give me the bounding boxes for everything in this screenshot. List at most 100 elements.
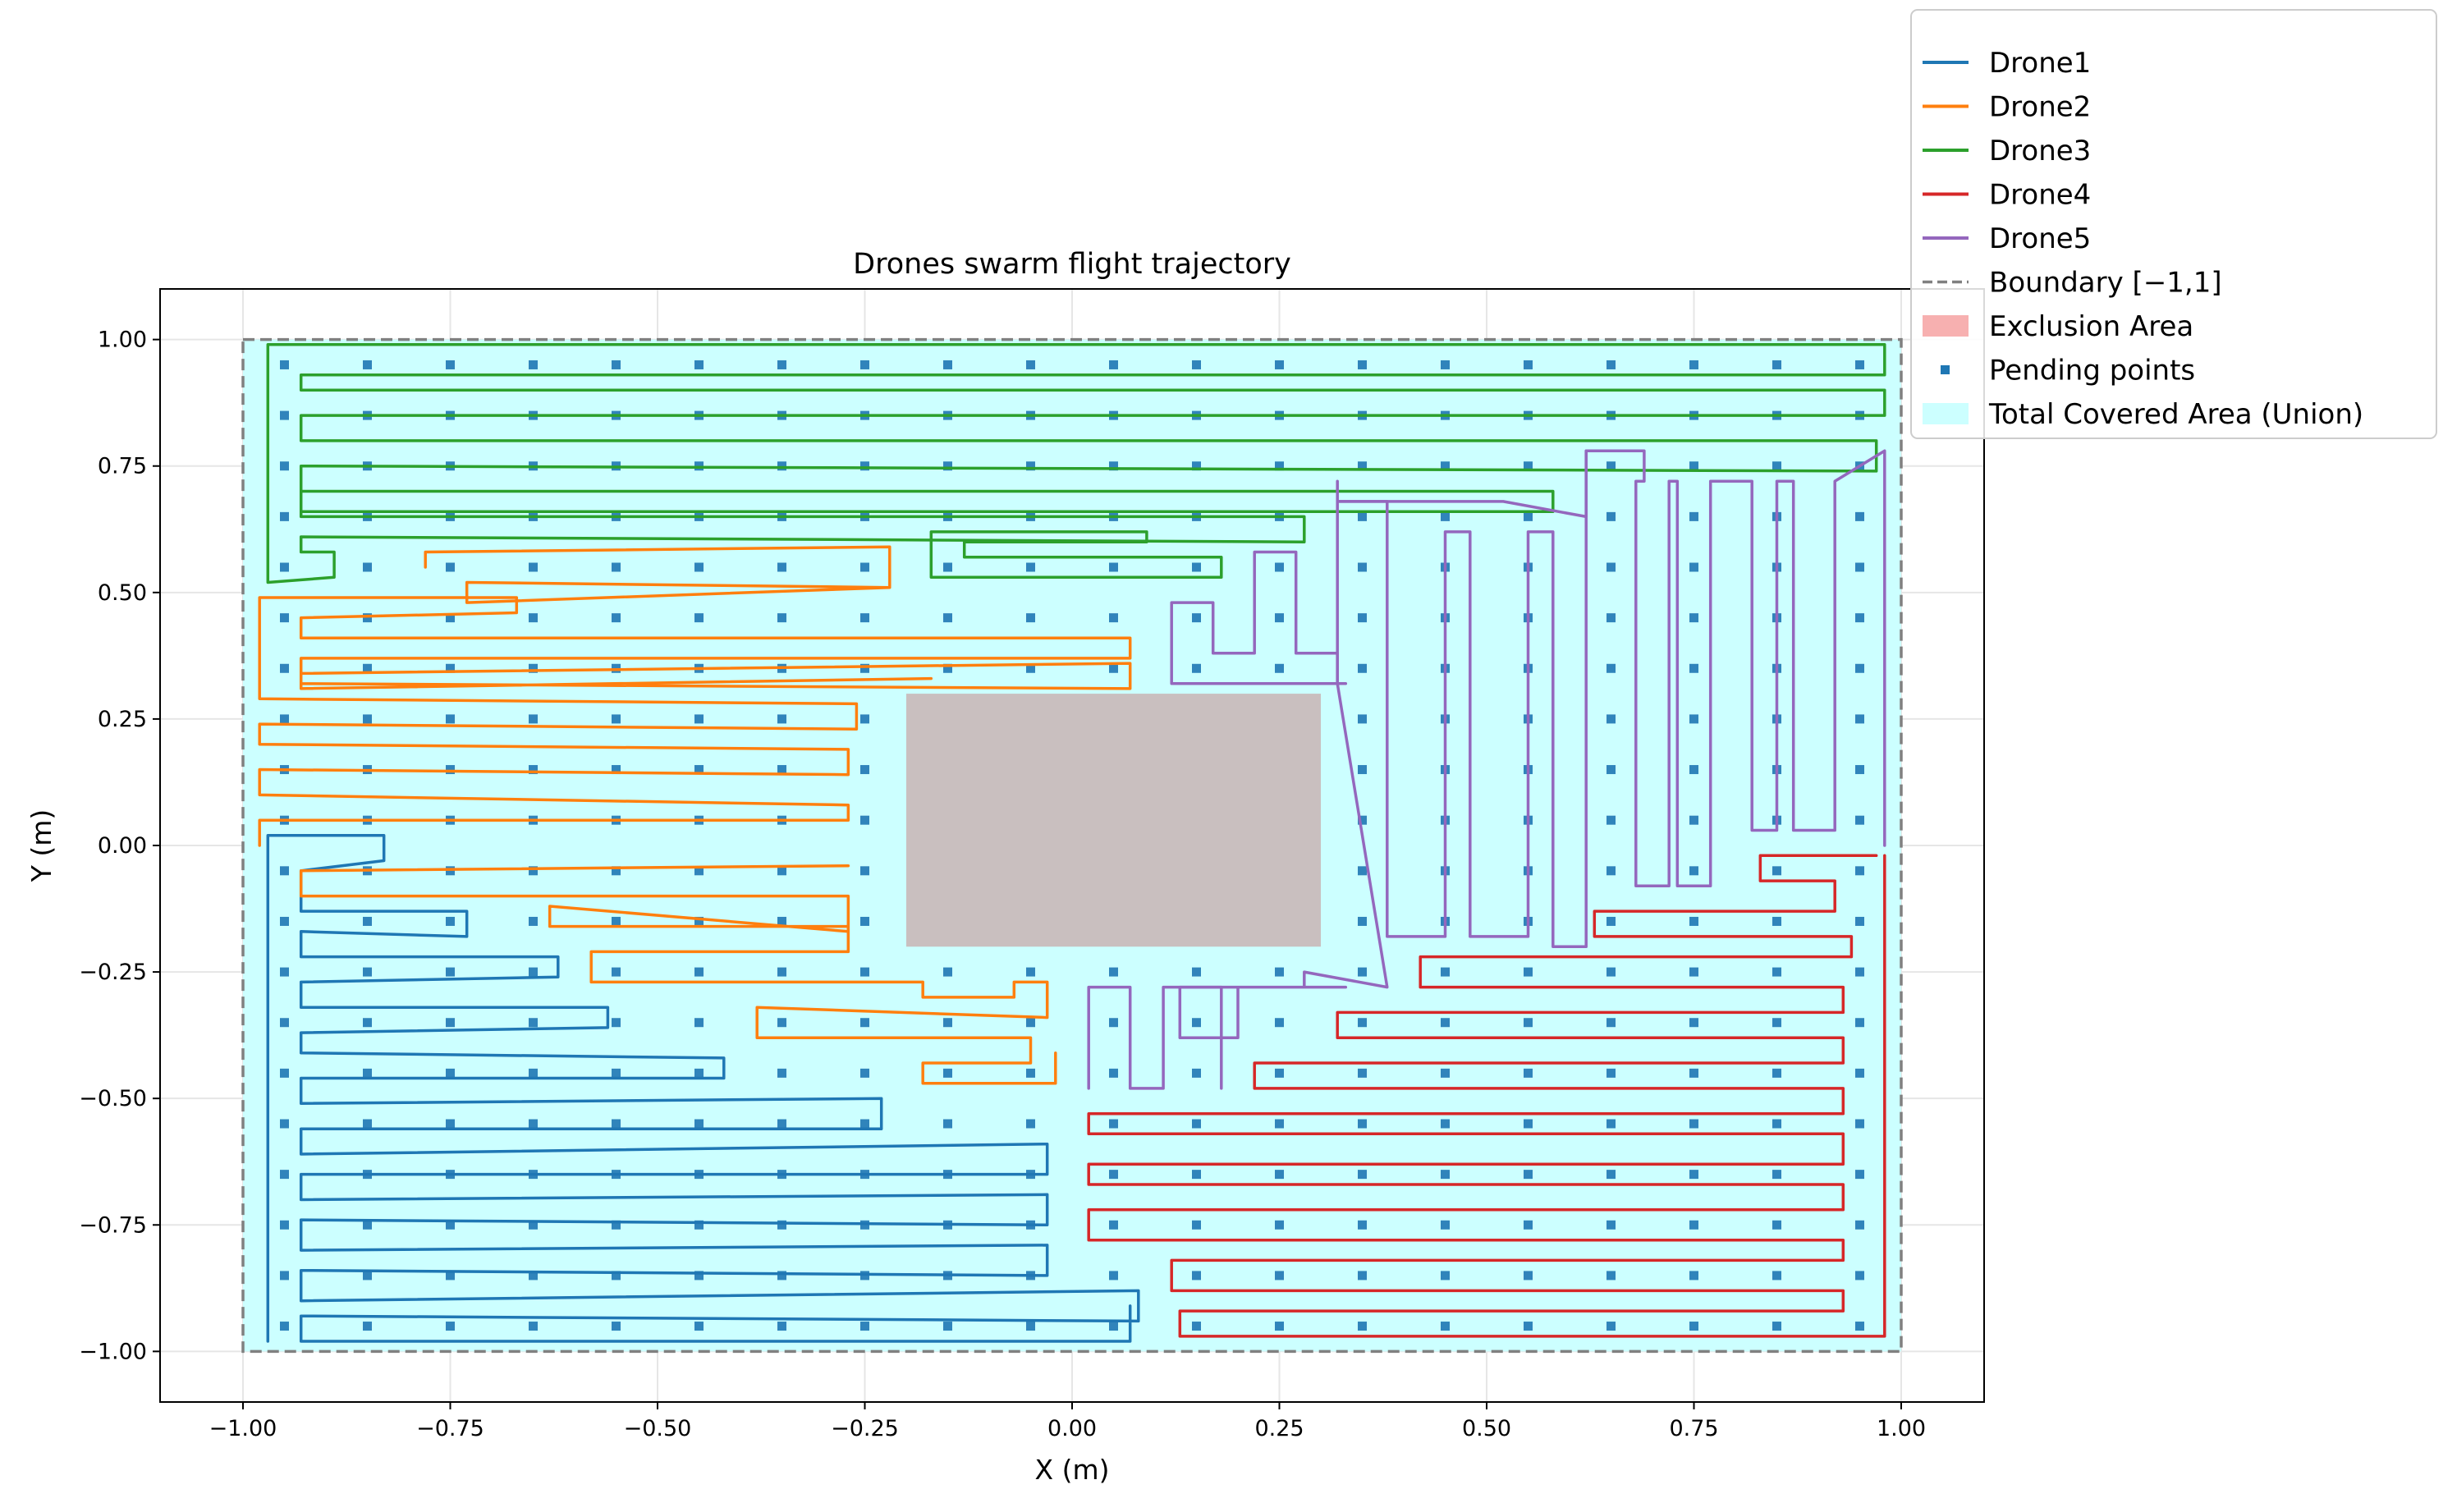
legend-box <box>1910 9 2437 439</box>
legend-label: Boundary [−1,1] <box>1989 267 2222 300</box>
pending-point <box>1026 1322 1035 1331</box>
pending-point <box>363 1119 372 1129</box>
pending-point <box>1358 967 1367 977</box>
pending-point <box>1607 1018 1616 1028</box>
pending-point <box>1772 1170 1781 1180</box>
trajectory-drone5 <box>1087 985 1223 1090</box>
pending-point <box>1026 360 1035 369</box>
pending-point <box>1275 1119 1284 1129</box>
pending-point <box>1607 1068 1616 1078</box>
pending-point <box>363 916 372 926</box>
y-tick-label: −0.50 <box>79 1086 147 1111</box>
pending-point <box>1855 866 1864 876</box>
pending-point <box>1855 562 1864 572</box>
pending-point <box>1607 663 1616 673</box>
y-axis: −1.00 −0.75 −0.50 −0.25 0.00 0.25 0.50 0.75 1.00 <box>79 328 160 1364</box>
y-tick-label: 0.75 <box>98 454 147 479</box>
pending-point <box>529 916 538 926</box>
pending-point <box>1275 461 1284 471</box>
y-tick-label: 0.25 <box>98 707 147 732</box>
pending-point <box>1275 1170 1284 1180</box>
pending-point <box>280 613 289 623</box>
pending-point <box>777 1322 786 1331</box>
pending-point <box>777 714 786 724</box>
pending-point <box>1109 1220 1118 1230</box>
x-tick-label: 1.00 <box>1877 1416 1926 1441</box>
pending-point <box>1607 765 1616 775</box>
pending-point <box>1275 613 1284 623</box>
pending-point <box>1441 360 1450 369</box>
pending-point <box>777 916 786 926</box>
legend-item: Drone5 <box>1923 222 2091 255</box>
pending-point <box>1772 1018 1781 1028</box>
pending-point <box>1607 967 1616 977</box>
trajectory-drone4 <box>1087 854 1886 1338</box>
pending-point <box>363 360 372 369</box>
pending-point <box>1026 1119 1035 1129</box>
pending-point <box>612 360 621 369</box>
pending-point <box>1192 967 1201 977</box>
y-tick-label: −0.25 <box>79 960 147 985</box>
pending-point <box>860 562 869 572</box>
pending-point <box>1689 360 1698 369</box>
legend-label: Drone2 <box>1989 91 2091 124</box>
legend-item: Total Covered Area (Union) <box>1923 398 2363 431</box>
chart-title: Drones swarm flight trajectory <box>853 248 1291 281</box>
pending-point <box>280 866 289 876</box>
pending-point <box>1689 916 1698 926</box>
pending-point <box>1275 1322 1284 1331</box>
pending-point <box>1855 1018 1864 1028</box>
pending-point <box>860 714 869 724</box>
pending-point <box>446 663 455 673</box>
pending-point <box>860 360 869 369</box>
pending-point <box>1441 511 1450 521</box>
pending-point <box>280 360 289 369</box>
pending-point <box>943 1119 952 1129</box>
pending-point <box>1109 360 1118 369</box>
pending-point <box>446 562 455 572</box>
legend-label: Drone1 <box>1989 47 2091 80</box>
pending-point <box>1109 1322 1118 1331</box>
pending-point <box>1026 663 1035 673</box>
pending-point <box>612 613 621 623</box>
pending-point <box>694 967 704 977</box>
pending-point <box>1772 1068 1781 1078</box>
pending-point <box>1689 714 1698 724</box>
pending-point <box>363 562 372 572</box>
pending-point <box>280 967 289 977</box>
pending-point <box>1689 1068 1698 1078</box>
pending-point <box>446 613 455 623</box>
exclusion-rect <box>906 694 1321 947</box>
pending-point <box>1689 1018 1698 1028</box>
pending-point <box>694 1068 704 1078</box>
pending-point <box>777 1271 786 1281</box>
pending-point <box>860 1322 869 1331</box>
pending-point <box>1607 866 1616 876</box>
pending-point <box>612 866 621 876</box>
x-tick-label: 0.50 <box>1462 1416 1511 1441</box>
pending-point <box>1192 1271 1201 1281</box>
pending-point <box>1275 1220 1284 1230</box>
pending-point <box>1026 613 1035 623</box>
pending-point <box>1358 815 1367 825</box>
pending-point <box>1026 461 1035 471</box>
pending-point <box>280 461 289 471</box>
pending-point <box>1524 1220 1533 1230</box>
pending-point <box>1772 967 1781 977</box>
y-tick-label: 1.00 <box>98 328 147 353</box>
pending-point <box>860 613 869 623</box>
pending-point <box>694 1018 704 1028</box>
pending-point <box>1441 967 1450 977</box>
pending-point <box>777 967 786 977</box>
pending-point <box>1772 1119 1781 1129</box>
pending-point <box>446 765 455 775</box>
pending-point <box>280 1068 289 1078</box>
pending-point <box>1192 613 1201 623</box>
pending-point <box>529 765 538 775</box>
pending-point <box>612 1271 621 1281</box>
exclusion-area <box>906 694 1321 947</box>
pending-point <box>1358 1119 1367 1129</box>
legend-label: Total Covered Area (Union) <box>1988 398 2363 431</box>
pending-point <box>1607 815 1616 825</box>
